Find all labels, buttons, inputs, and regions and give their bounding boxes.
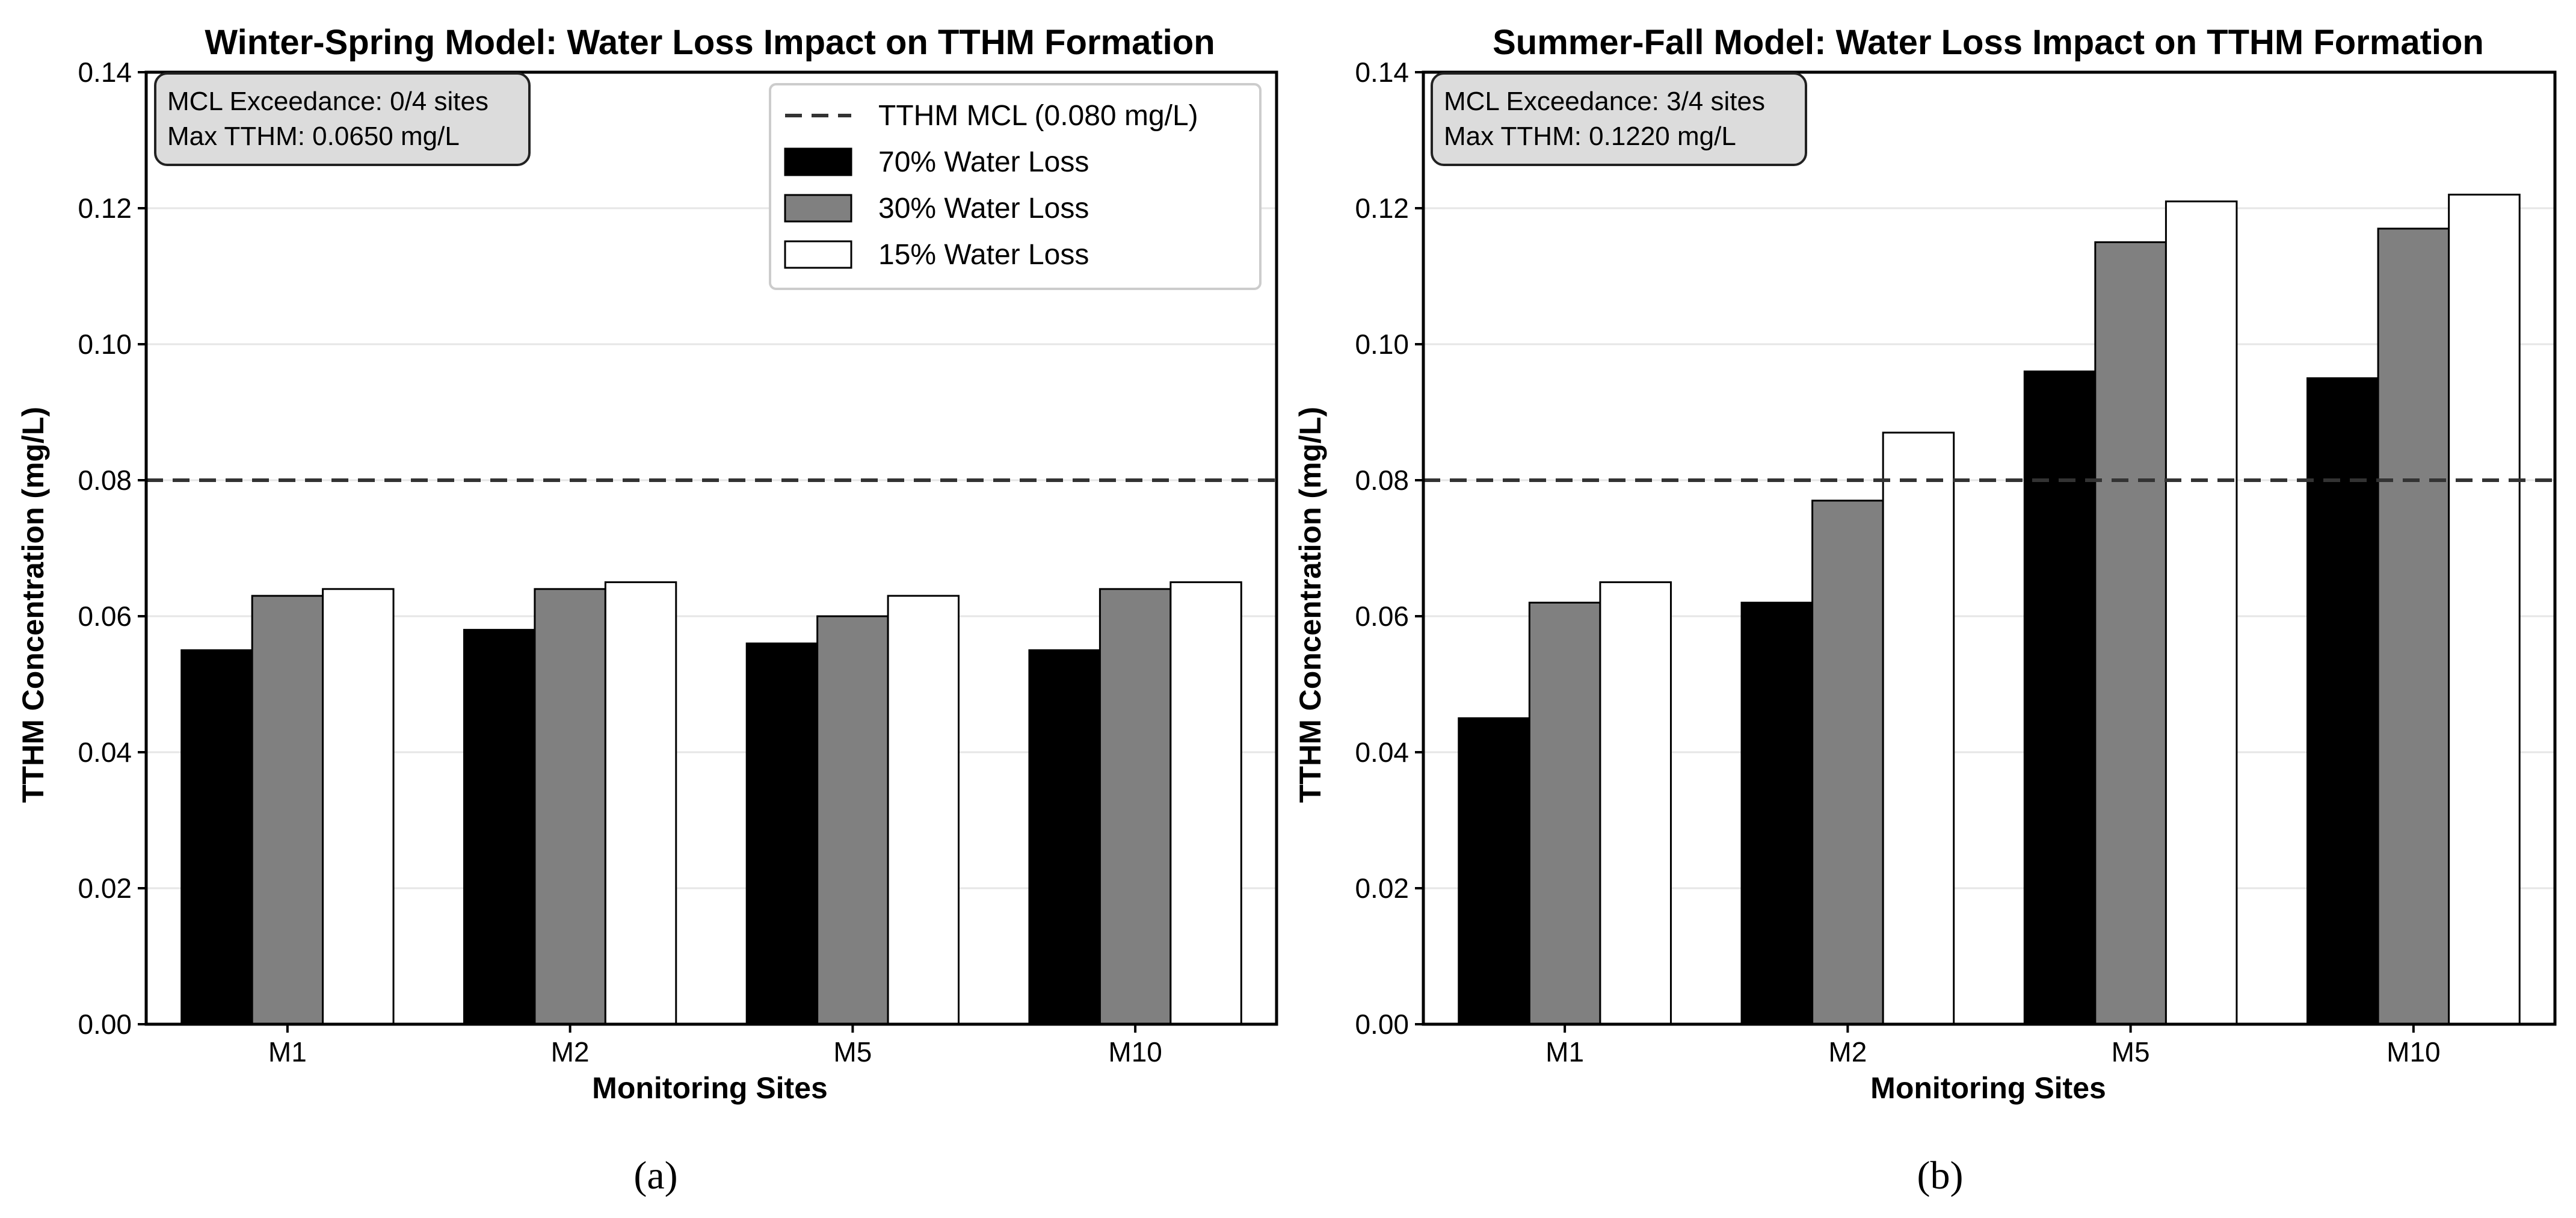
bar-M10-70-water-loss xyxy=(2306,377,2379,1025)
panel-a: 0.000.020.040.060.080.100.120.14 M1 M2 M5 M… xyxy=(16,23,1278,1198)
annotation-box: MCL Exceedance: 0/4 sites Max TTHM: 0.06… xyxy=(154,72,531,166)
bar-group xyxy=(180,581,1242,1025)
y-tick-label: 0.06 xyxy=(1355,601,1409,632)
y-axis-ticks: 0.00 0.02 0.04 0.06 0.08 0.10 0.12 0.14 xyxy=(1355,57,1423,1040)
x-tick-label: M2 xyxy=(551,1036,590,1068)
annotation-background xyxy=(1431,72,1807,166)
y-tick-label: 0.12 xyxy=(78,193,132,224)
bar-M1-70-water-loss xyxy=(1458,717,1530,1025)
panel-b: 0.000.020.040.060.080.100.120.14 M1 M2 M5 M… xyxy=(1293,23,2557,1198)
annotation-max: Max TTHM: 0.1220 mg/L xyxy=(1444,122,1736,151)
y-tick-label: 0.04 xyxy=(1355,737,1409,768)
panel-label: (a) xyxy=(633,1154,677,1198)
bar-M2-15-water-loss xyxy=(1882,431,1955,1025)
bar-M1-30-water-loss xyxy=(1528,601,1601,1025)
annotation-exceedance: MCL Exceedance: 0/4 sites xyxy=(167,87,488,116)
x-tick-label: M2 xyxy=(1828,1036,1867,1068)
x-tick-label: M10 xyxy=(1108,1036,1162,1068)
x-tick-label: M1 xyxy=(1545,1036,1584,1068)
bar-M2-30-water-loss xyxy=(1811,499,1884,1025)
legend-15-label: 15% Water Loss xyxy=(878,239,1089,271)
bar-M5-70-water-loss xyxy=(745,642,819,1025)
x-tick-label: M5 xyxy=(833,1036,872,1068)
y-axis-label: TTHM Concentration (mg/L) xyxy=(16,407,50,803)
legend-15-swatch xyxy=(784,240,852,269)
x-axis-ticks: M1 M2 M5 M10 xyxy=(1545,1024,2441,1068)
annotation-exceedance: MCL Exceedance: 3/4 sites xyxy=(1444,87,1765,116)
plot-frame xyxy=(144,70,1278,1026)
bar-M1-30-water-loss xyxy=(251,595,324,1025)
annotation-box: MCL Exceedance: 3/4 sites Max TTHM: 0.12… xyxy=(1431,72,1807,166)
bar-M1-15-water-loss xyxy=(1599,581,1672,1025)
legend-mcl-label: TTHM MCL (0.080 mg/L) xyxy=(878,100,1198,132)
bar-M10-30-water-loss xyxy=(2377,227,2450,1025)
bar-M10-30-water-loss xyxy=(1098,588,1172,1025)
y-tick-label: 0.04 xyxy=(78,737,132,768)
bar-M2-70-water-loss xyxy=(463,629,536,1025)
y-tick-label: 0.00 xyxy=(1355,1009,1409,1040)
bar-M10-70-water-loss xyxy=(1028,649,1101,1025)
y-tick-label: 0.08 xyxy=(78,465,132,496)
bar-M5-15-water-loss xyxy=(2165,200,2238,1025)
y-axis-ticks: 0.00 0.02 0.04 0.06 0.08 0.10 0.12 0.14 xyxy=(78,57,146,1040)
x-tick-label: M5 xyxy=(2112,1036,2150,1068)
legend-70-swatch xyxy=(784,147,852,176)
bar-M10-15-water-loss xyxy=(2448,193,2521,1025)
y-tick-label: 0.06 xyxy=(78,601,132,632)
bar-M5-30-water-loss xyxy=(816,615,889,1025)
y-axis-label: TTHM Concentration (mg/L) xyxy=(1293,407,1327,803)
y-tick-label: 0.14 xyxy=(78,57,132,88)
bar-M2-30-water-loss xyxy=(534,588,606,1025)
annotation-background xyxy=(154,72,531,166)
bar-M2-70-water-loss xyxy=(1740,601,1814,1025)
legend-70-label: 70% Water Loss xyxy=(878,146,1089,178)
y-tick-label: 0.00 xyxy=(78,1009,132,1040)
x-tick-label: M10 xyxy=(2386,1036,2440,1068)
y-tick-label: 0.12 xyxy=(1355,193,1409,224)
x-axis-label: Monitoring Sites xyxy=(1870,1071,2106,1105)
bar-group xyxy=(1458,193,2521,1025)
y-tick-label: 0.08 xyxy=(1355,465,1409,496)
bar-M5-70-water-loss xyxy=(2023,370,2097,1025)
legend: TTHM MCL (0.080 mg/L) 70% Water Loss 30%… xyxy=(769,83,1262,290)
x-tick-label: M1 xyxy=(268,1036,307,1068)
chart-title: Summer-Fall Model: Water Loss Impact on … xyxy=(1493,23,2484,62)
x-axis-label: Monitoring Sites xyxy=(592,1071,828,1105)
y-tick-label: 0.10 xyxy=(1355,329,1409,360)
legend-frame xyxy=(769,83,1262,290)
bar-M5-15-water-loss xyxy=(887,595,960,1025)
y-tick-label: 0.10 xyxy=(78,329,132,360)
bar-M1-15-water-loss xyxy=(322,588,395,1025)
bar-M2-15-water-loss xyxy=(604,581,677,1025)
x-axis-ticks: M1 M2 M5 M10 xyxy=(268,1024,1162,1068)
bar-M1-70-water-loss xyxy=(180,649,253,1025)
legend-30-label: 30% Water Loss xyxy=(878,193,1089,224)
plot-frame xyxy=(1422,70,2557,1026)
legend-30-swatch xyxy=(784,194,852,223)
panel-label: (b) xyxy=(1917,1154,1964,1198)
bar-M10-15-water-loss xyxy=(1169,581,1242,1025)
y-tick-label: 0.02 xyxy=(78,873,132,904)
bar-M5-30-water-loss xyxy=(2094,241,2167,1025)
y-tick-label: 0.14 xyxy=(1355,57,1409,88)
annotation-max: Max TTHM: 0.0650 mg/L xyxy=(167,122,460,151)
y-tick-label: 0.02 xyxy=(1355,873,1409,904)
chart-title: Winter-Spring Model: Water Loss Impact o… xyxy=(205,23,1215,62)
